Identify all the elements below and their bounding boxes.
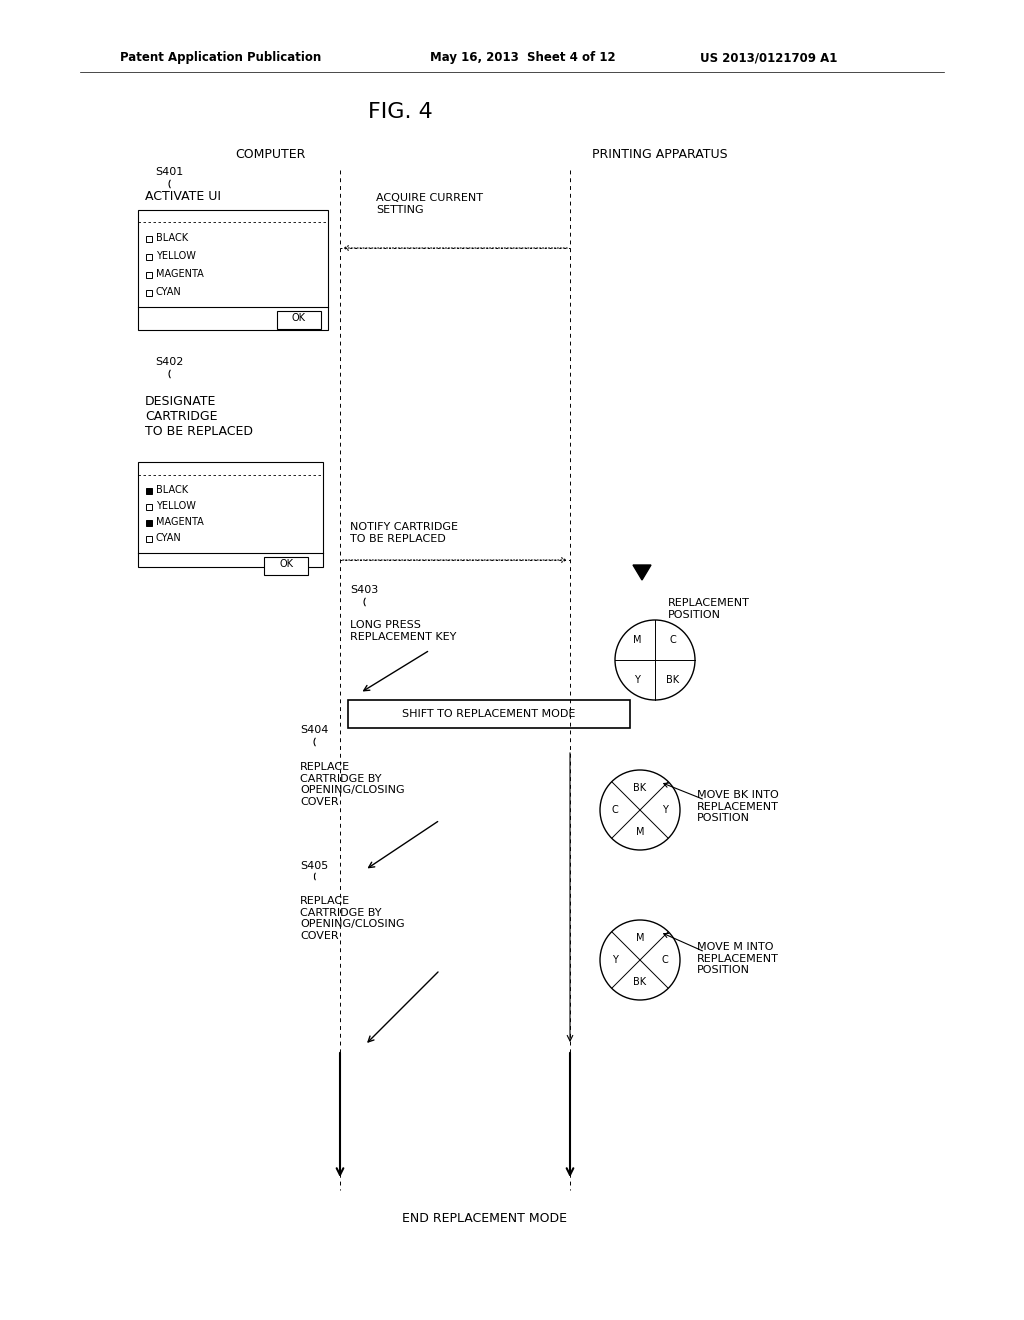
Text: BK: BK — [667, 675, 680, 685]
Text: S403: S403 — [350, 585, 378, 595]
Text: S401: S401 — [155, 168, 183, 177]
Text: COMPUTER: COMPUTER — [234, 149, 305, 161]
Text: YELLOW: YELLOW — [156, 251, 196, 261]
Bar — [264, 557, 308, 576]
Bar — [146, 236, 152, 242]
Text: S402: S402 — [155, 356, 183, 367]
Polygon shape — [633, 565, 651, 579]
Text: LONG PRESS
REPLACEMENT KEY: LONG PRESS REPLACEMENT KEY — [350, 620, 457, 642]
Text: MAGENTA: MAGENTA — [156, 517, 204, 527]
Bar — [348, 700, 630, 729]
Text: CYAN: CYAN — [156, 286, 181, 297]
Text: SHIFT TO REPLACEMENT MODE: SHIFT TO REPLACEMENT MODE — [402, 709, 575, 719]
Text: REPLACEMENT
POSITION: REPLACEMENT POSITION — [668, 598, 750, 619]
Text: BLACK: BLACK — [156, 484, 188, 495]
Text: M: M — [633, 635, 641, 645]
Bar — [278, 312, 321, 329]
Bar — [146, 253, 152, 260]
Bar — [146, 488, 152, 494]
Text: OK: OK — [279, 558, 293, 569]
Text: ACTIVATE UI: ACTIVATE UI — [145, 190, 221, 202]
Text: PRINTING APPARATUS: PRINTING APPARATUS — [592, 149, 728, 161]
Text: M: M — [636, 828, 644, 837]
Text: REPLACE
CARTRIDGE BY
OPENING/CLOSING
COVER: REPLACE CARTRIDGE BY OPENING/CLOSING COV… — [300, 762, 404, 807]
Text: REPLACE
CARTRIDGE BY
OPENING/CLOSING
COVER: REPLACE CARTRIDGE BY OPENING/CLOSING COV… — [300, 896, 404, 941]
Text: BK: BK — [634, 977, 646, 987]
Text: C: C — [662, 954, 669, 965]
Text: NOTIFY CARTRIDGE
TO BE REPLACED: NOTIFY CARTRIDGE TO BE REPLACED — [350, 521, 458, 544]
Text: OK: OK — [292, 313, 306, 323]
Text: BK: BK — [634, 783, 646, 793]
Text: MAGENTA: MAGENTA — [156, 269, 204, 279]
Text: MOVE M INTO
REPLACEMENT
POSITION: MOVE M INTO REPLACEMENT POSITION — [697, 942, 779, 975]
Text: C: C — [670, 635, 677, 645]
Bar — [146, 520, 152, 525]
Text: May 16, 2013  Sheet 4 of 12: May 16, 2013 Sheet 4 of 12 — [430, 51, 615, 65]
Bar — [146, 504, 152, 510]
Text: C: C — [611, 805, 618, 814]
Text: ACQUIRE CURRENT
SETTING: ACQUIRE CURRENT SETTING — [376, 193, 483, 215]
Text: M: M — [636, 933, 644, 942]
Bar — [146, 272, 152, 279]
Bar — [138, 462, 323, 568]
Bar — [138, 210, 328, 330]
Text: US 2013/0121709 A1: US 2013/0121709 A1 — [700, 51, 838, 65]
Text: BLACK: BLACK — [156, 234, 188, 243]
Text: Patent Application Publication: Patent Application Publication — [120, 51, 322, 65]
Text: S405: S405 — [300, 861, 329, 871]
Bar — [146, 290, 152, 296]
Bar — [146, 536, 152, 543]
Text: YELLOW: YELLOW — [156, 502, 196, 511]
Text: Y: Y — [612, 954, 618, 965]
Text: END REPLACEMENT MODE: END REPLACEMENT MODE — [402, 1212, 567, 1225]
Text: Y: Y — [634, 675, 640, 685]
Text: CYAN: CYAN — [156, 533, 181, 543]
Text: MOVE BK INTO
REPLACEMENT
POSITION: MOVE BK INTO REPLACEMENT POSITION — [697, 789, 779, 824]
Text: S404: S404 — [300, 725, 329, 735]
Text: Y: Y — [662, 805, 668, 814]
Text: FIG. 4: FIG. 4 — [368, 102, 432, 121]
Text: DESIGNATE
CARTRIDGE
TO BE REPLACED: DESIGNATE CARTRIDGE TO BE REPLACED — [145, 395, 253, 438]
